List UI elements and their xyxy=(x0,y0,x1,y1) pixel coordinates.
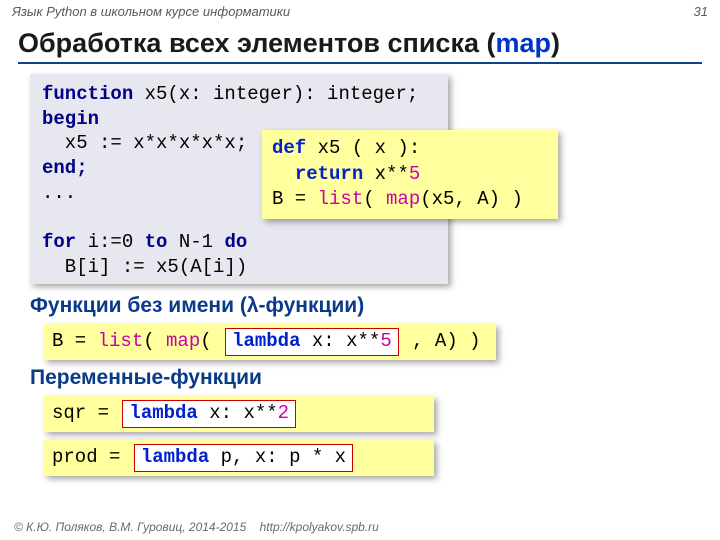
sqr-num: 2 xyxy=(278,402,289,424)
kw-do: do xyxy=(224,231,247,253)
fn-list: list xyxy=(318,188,364,210)
course-title: Язык Python в школьном курсе информатики xyxy=(12,4,290,19)
pascal-l7: B[i] := x5(A[i]) xyxy=(42,256,247,278)
ll-list: list xyxy=(98,330,144,352)
title-func: map xyxy=(495,28,551,58)
lambda-highlight-2: lambda x: x**2 xyxy=(122,400,296,428)
py-num5: 5 xyxy=(409,163,420,185)
ll-e: ( xyxy=(200,330,223,352)
kw-function: function xyxy=(42,83,133,105)
ll-body1: x: x** xyxy=(300,330,380,352)
kw-to: to xyxy=(145,231,168,253)
lambda-line-box: B = list( map( lambda x: x**5 , A) ) xyxy=(44,324,496,360)
prod-a: prod = xyxy=(52,446,132,468)
kw-lambda-2: lambda xyxy=(129,402,197,424)
kw-def: def xyxy=(272,137,306,159)
fn-map: map xyxy=(386,188,420,210)
python-def-box: def x5 ( x ): return x**5 B = list( map(… xyxy=(262,130,558,219)
lambda-highlight-3: lambda p, x: p * x xyxy=(134,444,353,472)
kw-return: return xyxy=(295,163,363,185)
sqr-a: sqr = xyxy=(52,402,120,424)
kw-end: end; xyxy=(42,157,88,179)
subhead-lambda: Функции без имени (λ-функции) xyxy=(30,294,364,318)
footer-url: http://kpolyakov.spb.ru xyxy=(260,520,379,534)
pascal-l6d: N-1 xyxy=(167,231,224,253)
py-l3a: B = xyxy=(272,188,318,210)
py-l3c: ( xyxy=(363,188,386,210)
prod-box: prod = lambda p, x: p * x xyxy=(44,440,434,476)
kw-begin: begin xyxy=(42,108,99,130)
py-l1b: x5 ( x ): xyxy=(306,137,420,159)
ll-f: , A) ) xyxy=(401,330,481,352)
ll-c: ( xyxy=(143,330,166,352)
header-strip: Язык Python в школьном курсе информатики… xyxy=(12,4,708,19)
title-underline xyxy=(18,62,702,64)
sqr-box: sqr = lambda x: x**2 xyxy=(44,396,434,432)
pascal-l3: x5 := x*x*x*x*x; xyxy=(42,132,247,154)
title-text-post: ) xyxy=(551,28,560,58)
footer: © К.Ю. Поляков, В.М. Гуровиц, 2014-2015 … xyxy=(14,520,379,534)
ll-a: B = xyxy=(52,330,98,352)
kw-lambda-3: lambda xyxy=(141,446,209,468)
copyright: © К.Ю. Поляков, В.М. Гуровиц, 2014-2015 xyxy=(14,520,246,534)
sqr-body1: x: x** xyxy=(198,402,278,424)
title-text-pre: Обработка всех элементов списка ( xyxy=(18,28,495,58)
kw-for: for xyxy=(42,231,76,253)
ll-map: map xyxy=(166,330,200,352)
pascal-l6b: i:=0 xyxy=(76,231,144,253)
py-l3e: (x5, A) ) xyxy=(420,188,523,210)
lambda-highlight-1: lambda x: x**5 xyxy=(225,328,399,356)
py-l2a xyxy=(272,163,295,185)
pascal-ellipsis: ... xyxy=(42,182,76,204)
prod-body: p, x: p * x xyxy=(209,446,346,468)
py-l2c: x** xyxy=(363,163,409,185)
pascal-l1b: x5(x: integer): integer; xyxy=(133,83,418,105)
subhead-varfunc: Переменные-функции xyxy=(30,366,262,390)
kw-lambda-1: lambda xyxy=(232,330,300,352)
ll-num: 5 xyxy=(380,330,391,352)
page-number: 31 xyxy=(694,4,708,19)
slide-title: Обработка всех элементов списка (map) xyxy=(18,28,560,59)
